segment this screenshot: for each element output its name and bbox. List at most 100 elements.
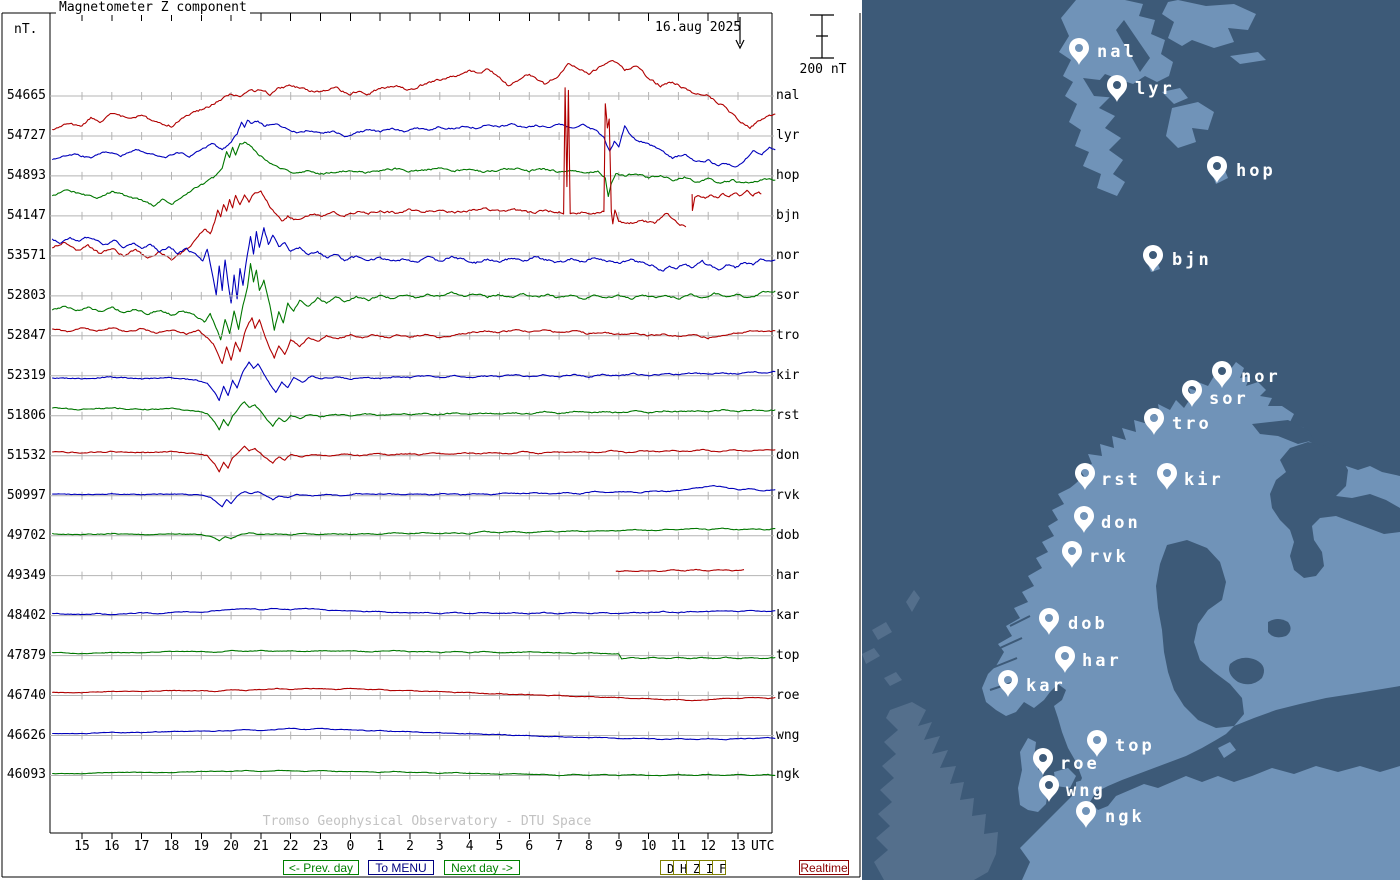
trace-bjn	[52, 87, 687, 261]
hour-tick-label: 6	[525, 839, 534, 854]
y-axis-value-har: 49349	[6, 567, 46, 583]
pin-icon	[1062, 541, 1082, 568]
station-label-kar: kar	[776, 607, 800, 623]
y-axis-unit-label: nT.	[14, 22, 38, 37]
trace-tro	[52, 317, 776, 365]
map-pin-tro[interactable]: tro	[1144, 408, 1212, 435]
map-pin-nal[interactable]: nal	[1069, 38, 1137, 65]
map-pin-label-kir: kir	[1184, 470, 1224, 490]
station-label-har: har	[776, 567, 800, 583]
baseline-dob	[50, 531, 774, 540]
y-axis-value-roe: 46740	[6, 687, 46, 703]
baseline-roe	[50, 691, 774, 700]
component-button-H[interactable]: H	[673, 860, 687, 876]
map-pin-label-lyr: lyr	[1135, 79, 1175, 99]
prev-day-button[interactable]: <- Prev. day	[283, 860, 359, 875]
hour-tick-label: 17	[133, 839, 150, 854]
map-pin-don[interactable]: don	[1074, 506, 1141, 533]
baseline-don	[50, 451, 774, 460]
baseline-har	[50, 571, 774, 580]
map-pin-rvk[interactable]: rvk	[1062, 541, 1129, 568]
hour-tick-label: 16	[103, 839, 120, 854]
baseline-kar	[50, 611, 774, 620]
date-arrow-icon	[735, 17, 745, 50]
pin-icon	[1069, 38, 1089, 65]
map-pin-har[interactable]: har	[1055, 646, 1122, 673]
baseline-hop	[50, 171, 774, 180]
map-pin-sor[interactable]: sor	[1182, 380, 1249, 409]
station-label-wng: wng	[776, 727, 800, 743]
y-axis-value-wng: 46626	[6, 727, 46, 743]
map-pin-hop[interactable]: hop	[1207, 156, 1276, 183]
map-pin-kar[interactable]: kar	[998, 670, 1066, 697]
component-button-I[interactable]: I	[699, 860, 713, 876]
denmark-fyn	[1054, 768, 1076, 788]
realtime-button[interactable]: Realtime	[799, 860, 849, 875]
pin-icon	[1075, 463, 1095, 490]
map-pin-rst[interactable]: rst	[1075, 463, 1141, 490]
map-pin-nor[interactable]: nor	[1212, 361, 1281, 388]
svalbard-edgeoya	[1166, 102, 1214, 148]
map-pin-roe[interactable]: roe	[1033, 748, 1100, 775]
hour-tick-label: 8	[585, 839, 593, 854]
map-pin-label-har: har	[1082, 651, 1122, 671]
baseline-kir	[50, 371, 774, 380]
map-pin-top[interactable]: top	[1087, 730, 1155, 757]
trace-roe	[52, 687, 776, 702]
hour-tick-label: 12	[700, 839, 717, 854]
trace-rst	[52, 401, 776, 431]
hebrides-islands	[872, 622, 892, 640]
map-pin-kir[interactable]: kir	[1157, 463, 1224, 490]
y-axis-value-kar: 48402	[6, 607, 46, 623]
hinlopen-strait	[1116, 20, 1150, 72]
hour-tick-label: 15	[74, 839, 90, 854]
shetland-islands	[906, 590, 920, 612]
station-label-top: top	[776, 647, 800, 663]
map-pin-label-dob: dob	[1068, 614, 1108, 634]
norwegian-fjords	[989, 615, 1031, 691]
trace-bjn	[691, 189, 762, 212]
station-label-nor: nor	[776, 247, 800, 263]
map-pin-bjn[interactable]: bjn	[1143, 245, 1212, 272]
trace-nal	[52, 59, 776, 131]
map-pin-lyr[interactable]: lyr	[1107, 75, 1175, 102]
pin-icon	[1143, 245, 1163, 272]
great-britain	[874, 702, 998, 880]
pin-icon	[1087, 730, 1107, 757]
map-pin-label-roe: roe	[1060, 754, 1100, 774]
hour-tick-label: 20	[223, 839, 239, 854]
component-button-D[interactable]: D	[660, 860, 674, 876]
station-label-nal: nal	[776, 88, 800, 103]
observatory-credit: Tromso Geophysical Observatory - DTU Spa…	[262, 814, 592, 829]
y-axis-value-ngk: 46093	[6, 767, 46, 783]
next-day-button[interactable]: Next day ->	[444, 860, 520, 875]
hour-tick-label: 4	[465, 839, 474, 854]
y-axis-value-lyr: 54727	[6, 127, 46, 143]
trace-lyr	[51, 119, 776, 168]
station-label-rst: rst	[776, 407, 800, 423]
component-button-Z[interactable]: Z	[686, 860, 700, 876]
landmasses	[862, 0, 1400, 880]
map-pin-label-rst: rst	[1101, 470, 1141, 490]
hour-tick-label: 19	[193, 839, 210, 854]
trace-har	[615, 568, 745, 573]
trace-rvk	[52, 485, 776, 508]
pin-icon	[1033, 748, 1053, 775]
pin-icon	[1074, 506, 1094, 533]
to-menu-button[interactable]: To MENU	[368, 860, 434, 875]
map-pin-label-ngk: ngk	[1105, 807, 1145, 827]
baseline-top	[50, 651, 774, 660]
station-map-panel: nal lyr hop bjn nor sor tro rst kir don rvk dob har k…	[862, 0, 1400, 880]
trace-nor	[51, 227, 776, 304]
baseline-rvk	[50, 491, 774, 500]
component-button-F[interactable]: F	[712, 860, 726, 876]
hour-tick-label: 22	[282, 839, 299, 854]
station-label-lyr: lyr	[776, 127, 800, 143]
map-pin-dob[interactable]: dob	[1039, 608, 1108, 635]
baltic-sea	[1090, 686, 1400, 810]
page-title: Magnetometer Z component	[56, 0, 250, 15]
date-label: 16.aug 2025	[655, 20, 742, 35]
map-pin-wng[interactable]: wng	[1039, 775, 1106, 802]
map-pin-ngk[interactable]: ngk	[1076, 801, 1145, 828]
